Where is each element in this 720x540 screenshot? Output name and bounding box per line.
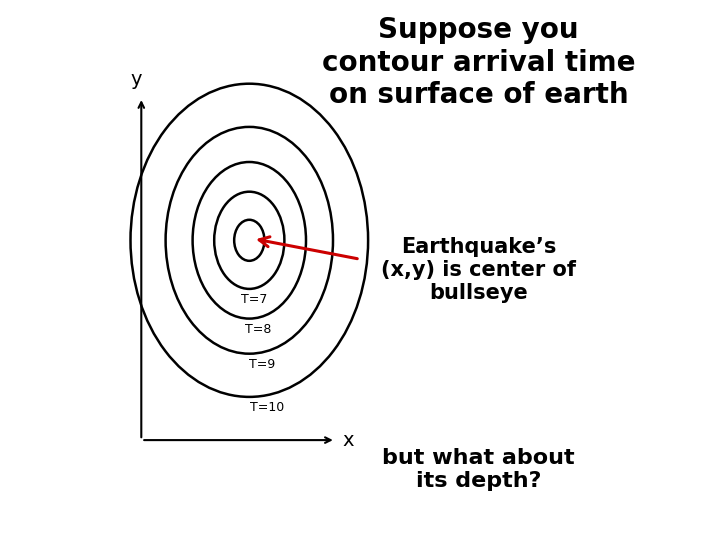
Text: T=7: T=7 bbox=[241, 293, 268, 306]
Text: T=8: T=8 bbox=[245, 323, 271, 336]
Text: T=9: T=9 bbox=[248, 358, 275, 371]
Text: x: x bbox=[342, 430, 354, 450]
Text: y: y bbox=[130, 70, 142, 89]
Text: T=10: T=10 bbox=[250, 401, 284, 414]
Text: Earthquake’s
(x,y) is center of
bullseye: Earthquake’s (x,y) is center of bullseye bbox=[382, 237, 576, 303]
Text: Suppose you
contour arrival time
on surface of earth: Suppose you contour arrival time on surf… bbox=[322, 16, 636, 109]
Text: but what about
its depth?: but what about its depth? bbox=[382, 448, 575, 491]
